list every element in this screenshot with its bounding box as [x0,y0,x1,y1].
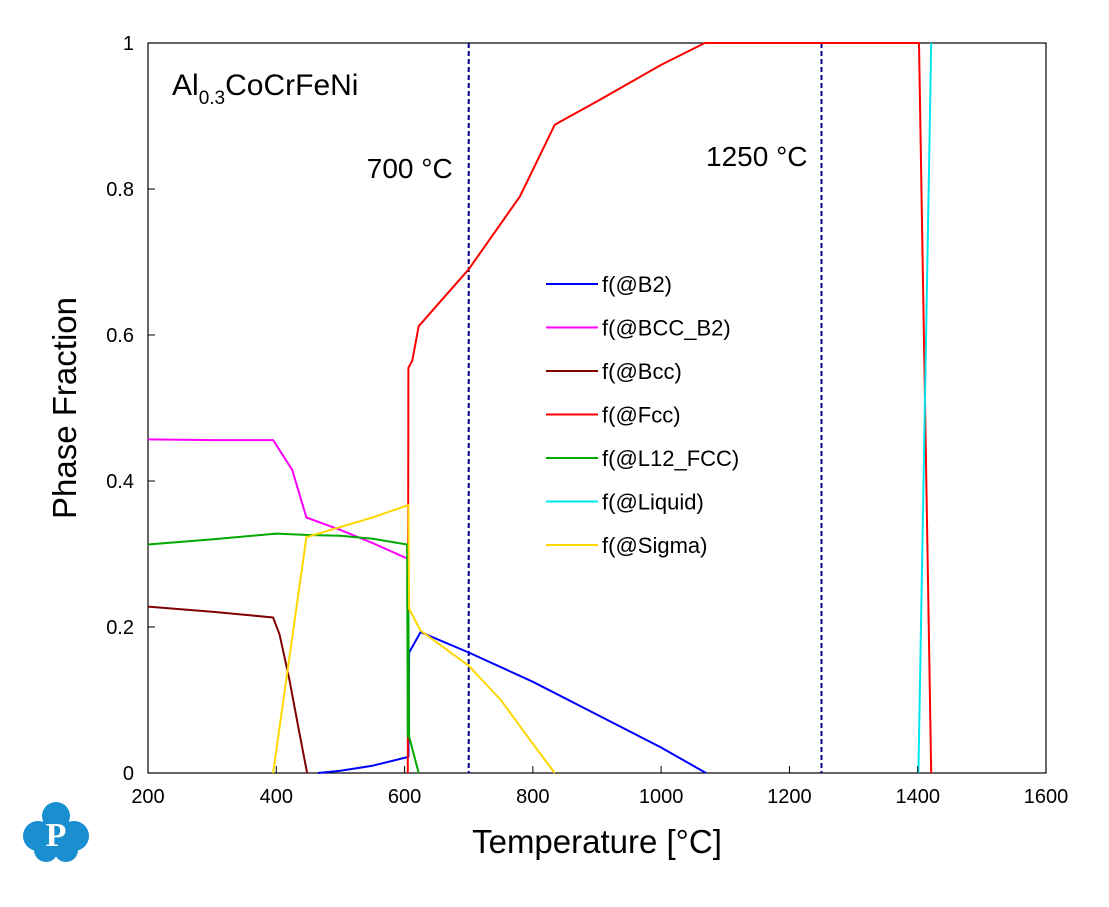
title-subscript: 0.3 [199,88,225,109]
x-tick-label: 400 [260,786,293,808]
series-layer [147,42,933,774]
y-axis-ticks: 0 0.2 0.4 0.6 0.8 1 [106,33,155,785]
legend: f(@B2) f(@BCC_B2) f(@Bcc) f(@Fcc) f(@L12_FCC… [546,272,739,558]
legend-label: f(@Liquid) [602,490,704,515]
y-tick-label: 0.4 [106,471,134,493]
legend-label: f(@Fcc) [602,403,681,428]
vertical-reference-lines: 700 °C 1250 °C [367,43,823,773]
reference-line-label: 700 °C [367,153,453,184]
y-tick-label: 0.8 [106,179,134,201]
svg-text:P: P [46,817,67,854]
series-line [147,532,420,774]
chart-title: Al0.3CoCrFeNi [172,69,358,109]
x-axis-title: Temperature [°C] [472,823,722,860]
x-axis-ticks: 200 400 600 800 1000 1200 1400 1600 [131,766,1068,808]
title-compound: CoCrFeNi [225,69,358,102]
y-tick-label: 0.2 [106,617,134,639]
plot-frame [147,42,1047,774]
legend-label: f(@Sigma) [602,533,707,558]
series-line [917,42,933,774]
logo-icon: P [23,802,89,862]
title-element: Al [172,69,199,102]
x-tick-label: 800 [516,786,549,808]
y-tick-label: 0 [123,763,134,785]
x-tick-label: 1400 [895,786,940,808]
legend-label: f(@BCC_B2) [602,316,731,341]
x-tick-label: 200 [131,786,164,808]
series-line [147,438,408,560]
x-tick-label: 1200 [767,786,812,808]
series-line [147,605,309,774]
y-tick-label: 1 [123,33,134,55]
x-tick-label: 1000 [639,786,684,808]
y-tick-label: 0.6 [106,325,134,347]
legend-label: f(@Bcc) [602,359,682,384]
legend-label: f(@L12_FCC) [602,446,739,471]
x-tick-label: 1600 [1024,786,1069,808]
series-line [317,631,707,774]
legend-label: f(@B2) [602,272,672,297]
reference-line-label: 1250 °C [706,141,808,172]
x-tick-label: 600 [388,786,421,808]
y-axis-title: Phase Fraction [46,297,83,519]
series-line [406,42,933,774]
series-line [272,504,556,774]
